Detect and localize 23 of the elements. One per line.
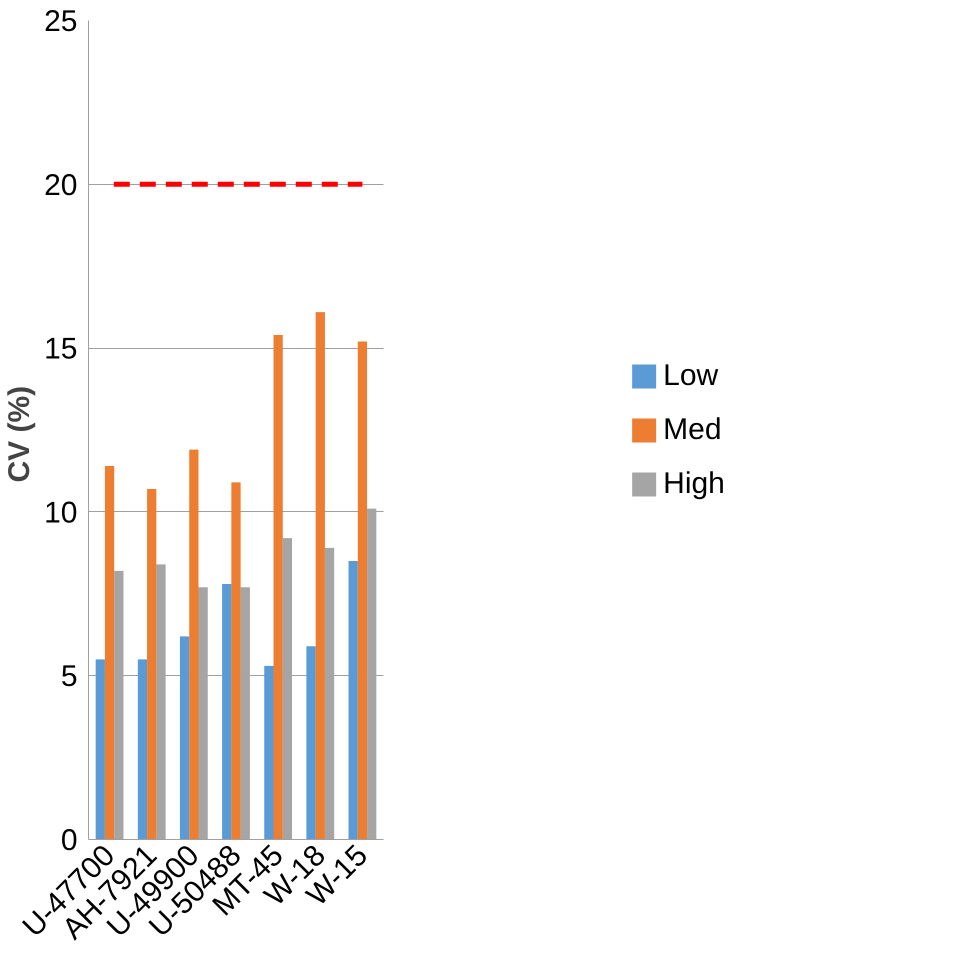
bar (274, 334, 283, 840)
bar (189, 450, 198, 840)
y-tick-label: 25 (44, 5, 78, 38)
bar (180, 636, 190, 840)
bar (222, 584, 232, 840)
y-tick-label: 20 (44, 168, 78, 202)
legend-label: High (663, 466, 725, 500)
bar (306, 646, 316, 840)
bar (147, 488, 156, 840)
bar (104, 466, 114, 840)
bar (358, 342, 368, 840)
bar (138, 659, 148, 840)
bar (96, 659, 105, 840)
bar (316, 312, 325, 840)
legend-label: Med (663, 412, 722, 446)
legend-label: Low (663, 358, 718, 392)
y-tick-label: 10 (44, 496, 78, 530)
bar (231, 482, 241, 840)
y-tick-label: 15 (44, 332, 78, 366)
y-tick-label: 5 (60, 660, 78, 694)
y-axis-title: CV (%) (3, 386, 36, 482)
bar (264, 666, 274, 840)
bar (348, 561, 358, 840)
